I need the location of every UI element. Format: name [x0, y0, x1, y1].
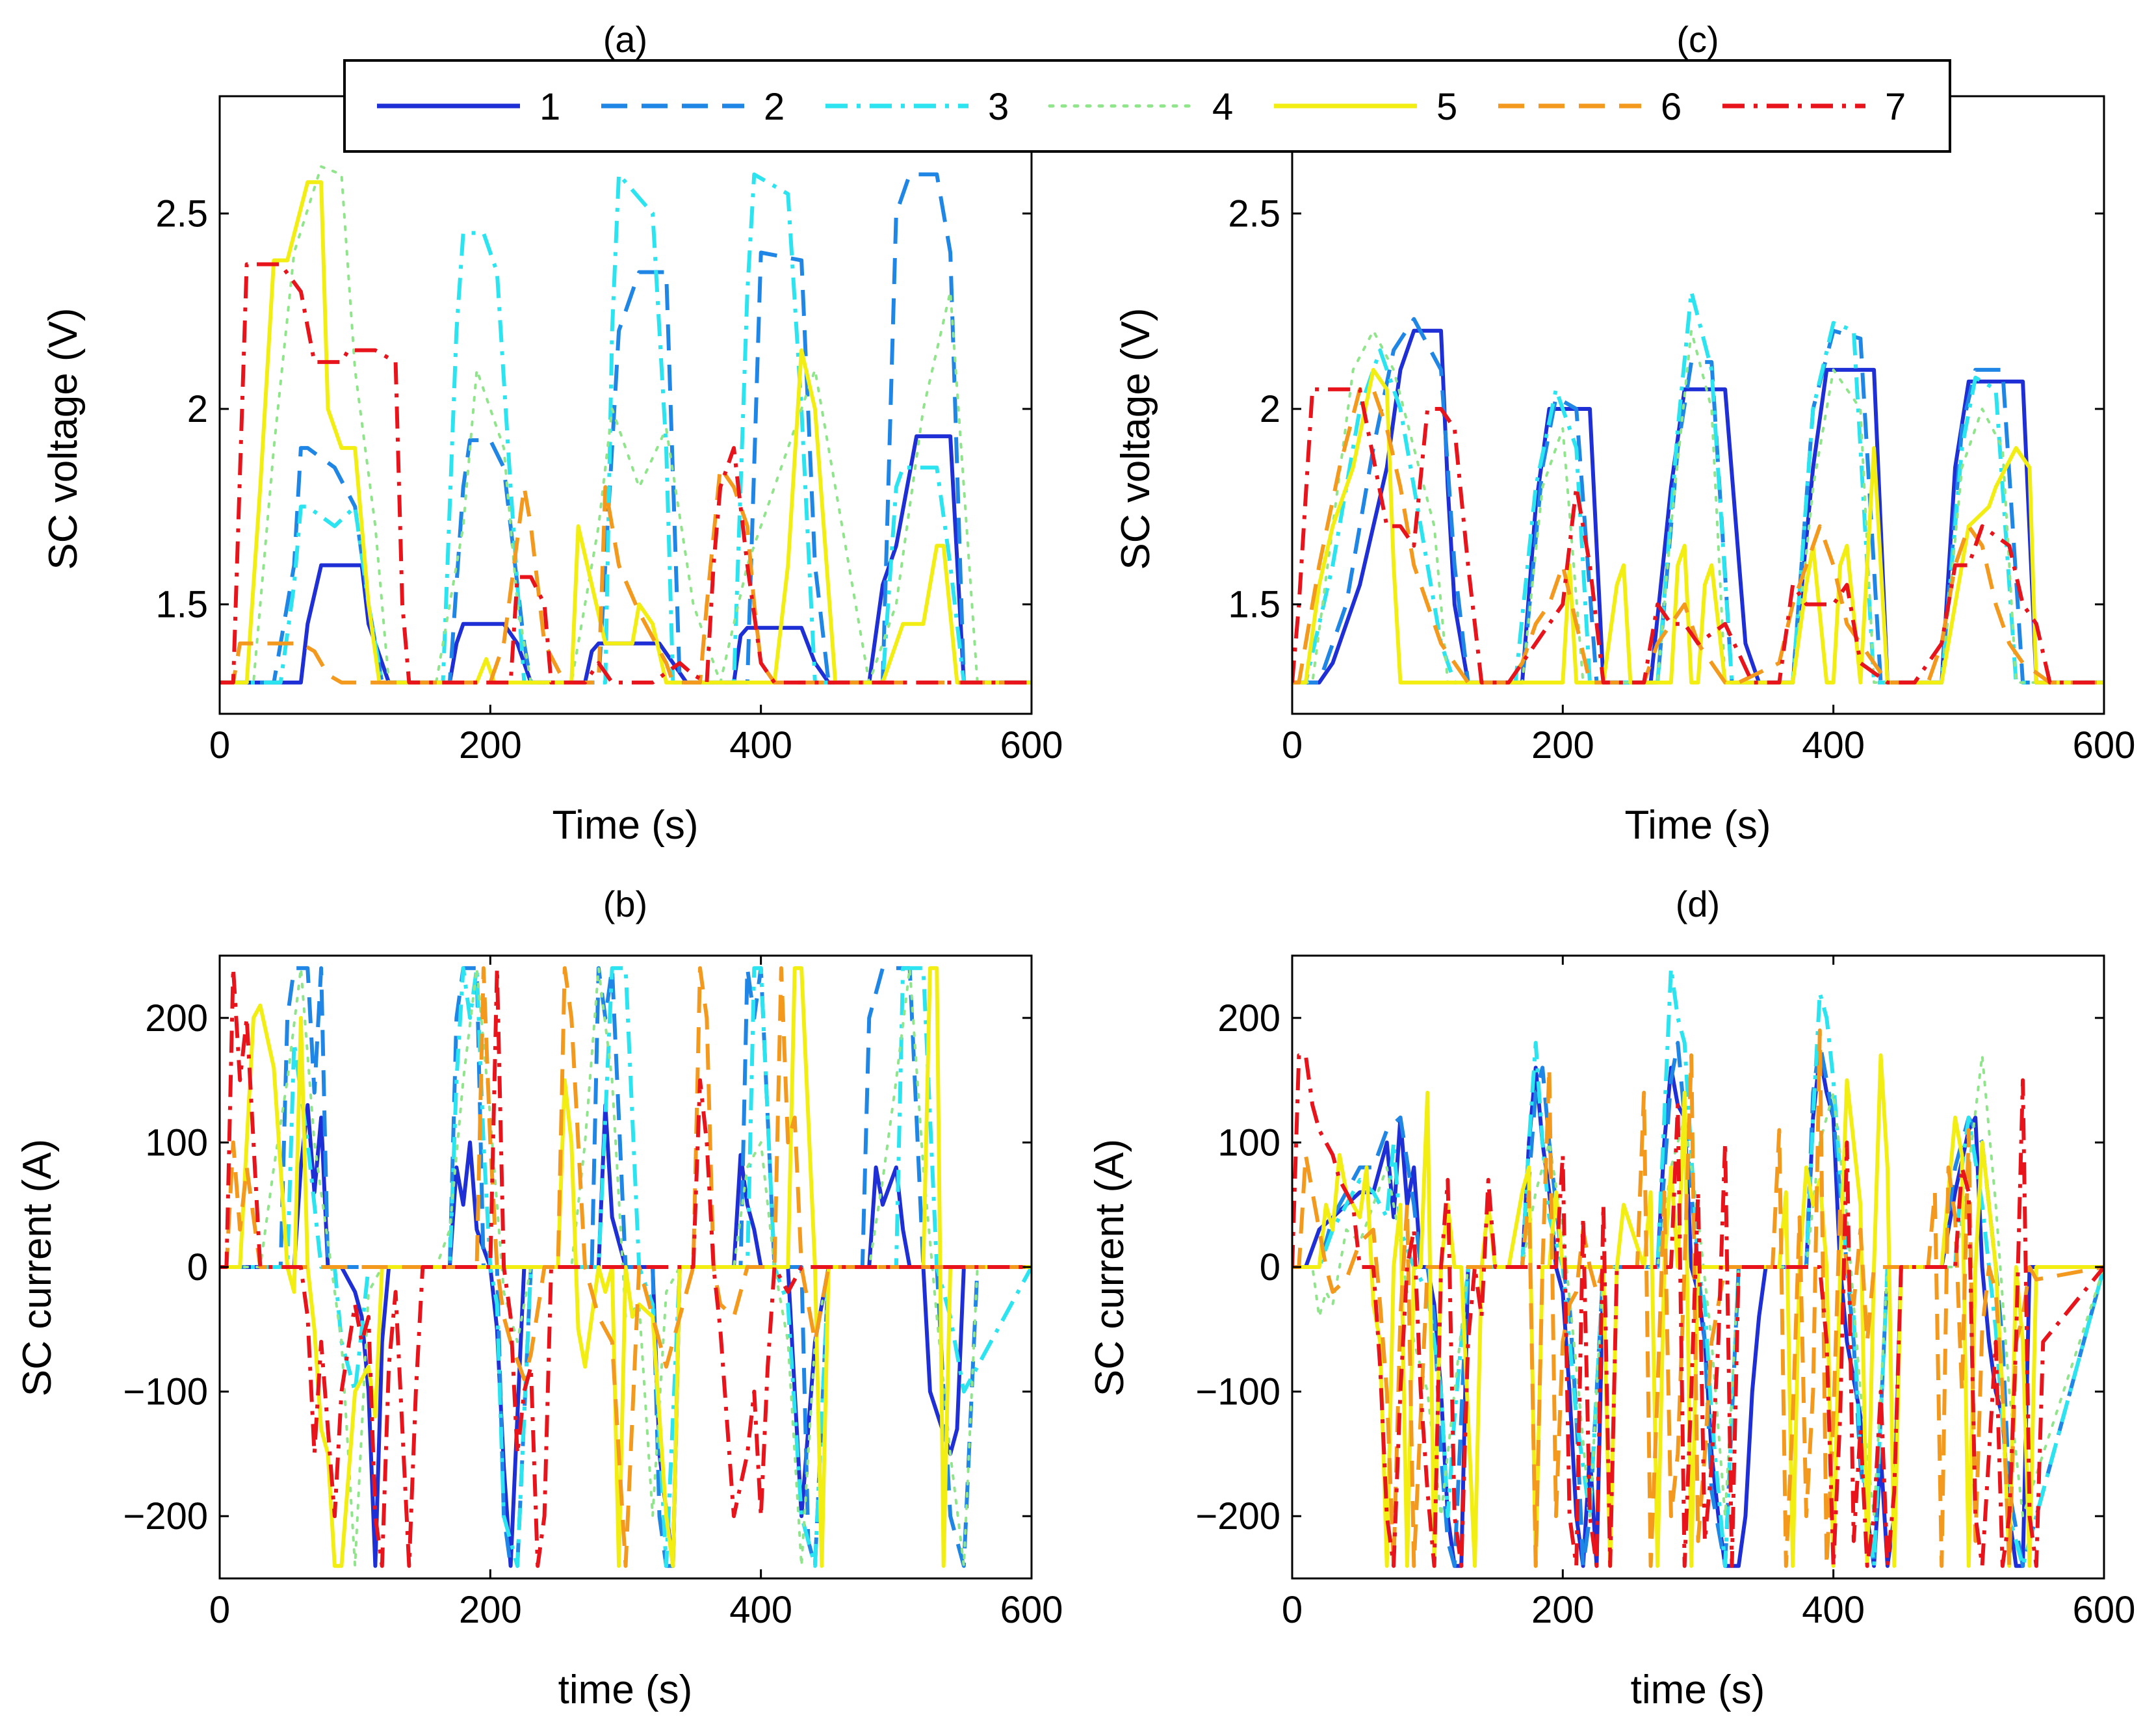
panel-c-ytick-label: 2	[1260, 388, 1280, 430]
panel-d-series-group	[1292, 966, 2104, 1568]
legend-label-4: 4	[1212, 86, 1233, 128]
legend-label-1: 1	[539, 86, 560, 128]
panel-a-series-group	[220, 165, 1032, 685]
panel-c-series-4	[1292, 329, 2104, 684]
legend-entry-5: 5	[1274, 86, 1457, 128]
panel-a-series-5	[220, 180, 1032, 685]
panel-d-xlabel: time (s)	[1631, 1667, 1765, 1712]
panel-b-series-6	[220, 966, 1032, 1568]
panel-a-series-7	[220, 262, 1032, 685]
panel-c-plot-area: 0 200 400 600 1.5 2 2.5	[1228, 95, 2136, 766]
panel-c-xlabel: Time (s)	[1625, 803, 1771, 848]
panel-a-series-2	[220, 172, 1032, 685]
panel-d-xtick-label: 600	[2073, 1589, 2136, 1631]
panel-a-ylabel: SC voltage (V)	[41, 307, 86, 569]
panel-d-series-6	[1292, 1028, 2104, 1568]
panel-b-ytick-label: 100	[145, 1121, 208, 1164]
panel-d-ytick-label: −200	[1195, 1495, 1280, 1537]
panel-a-xtick-label: 200	[459, 724, 522, 766]
panel-c-ytick-label: 1.5	[1228, 584, 1280, 626]
panel-a-xtick-label: 0	[209, 724, 230, 766]
panel-c-series-7	[1292, 387, 2104, 685]
panel-b-series-1	[220, 1103, 1032, 1568]
panel-b-ytick-label: 200	[145, 997, 208, 1040]
panel-c-title: (c)	[1676, 19, 1719, 60]
panel-c-series-group	[1292, 289, 2104, 685]
panel-c-xtick-label: 600	[2073, 724, 2136, 766]
panel-d-series-7	[1292, 1053, 2104, 1568]
panel-b-title: (b)	[603, 883, 647, 924]
panel-d-ytick-label: −100	[1195, 1371, 1280, 1413]
legend-label-7: 7	[1885, 86, 1906, 128]
legend-label-6: 6	[1661, 86, 1682, 128]
panel-c-xtick-label: 200	[1531, 724, 1594, 766]
panel-d-xtick-label: 0	[1282, 1589, 1303, 1631]
panel-a-voltage: (a) Time (s) SC voltage (V) 0 200 400 600 1.…	[41, 19, 1063, 848]
panel-d-plot-area: 0 200 400 600 −200 −100 0 100 200	[1195, 954, 2136, 1631]
panel-b-series-7	[220, 966, 1032, 1568]
legend-label-5: 5	[1436, 86, 1457, 128]
panel-d-title: (d)	[1676, 883, 1720, 924]
legend-entry-6: 6	[1498, 86, 1682, 128]
panel-c-ytick-label: 2.5	[1228, 192, 1280, 235]
panel-b-series-group	[220, 966, 1032, 1568]
panel-b-ytick-label: −100	[123, 1371, 208, 1413]
panel-a-ytick-label: 2	[187, 388, 208, 430]
legend-entry-7: 7	[1722, 86, 1906, 128]
legend-entry-2: 2	[601, 86, 785, 128]
legend-label-2: 2	[764, 86, 785, 128]
panel-a-ytick-label: 2.5	[155, 192, 208, 235]
legend-entry-1: 1	[377, 86, 560, 128]
panel-b-xtick-label: 400	[729, 1589, 792, 1631]
panel-b-ytick-label: −200	[123, 1495, 208, 1537]
panel-c-voltage: (c) Time (s) SC voltage (V) 0 200 400 600 1.…	[1113, 19, 2135, 848]
panel-a-series-3	[220, 172, 1032, 685]
panel-b-xlabel: time (s)	[558, 1667, 693, 1712]
panel-b-xtick-label: 0	[209, 1589, 230, 1631]
panel-d-ytick-label: 200	[1217, 997, 1280, 1040]
legend-entry-4: 4	[1048, 86, 1233, 128]
panel-c-xtick-label: 400	[1802, 724, 1865, 766]
panel-d-ytick-label: 100	[1217, 1121, 1280, 1164]
panel-d-ylabel: SC current (A)	[1087, 1139, 1132, 1396]
panel-b-xtick-label: 200	[459, 1589, 522, 1631]
panel-d-xtick-label: 200	[1531, 1589, 1594, 1631]
panel-b-plot-area: 0 200 400 600 −200 −100 0 100 200	[123, 954, 1063, 1631]
panel-b-ylabel: SC current (A)	[15, 1139, 60, 1396]
panel-b-current: (b) time (s) SC current (A) 0 200 400 600 −2…	[15, 883, 1063, 1712]
panel-b-xtick-label: 600	[1000, 1589, 1063, 1631]
panel-d-current: (d) time (s) SC current (A) 0 200 400 600 −2…	[1087, 883, 2135, 1712]
panel-a-xtick-label: 400	[729, 724, 792, 766]
legend-entries: 1 2 3 4 5 6 7	[377, 86, 1906, 128]
panel-a-plot-area: 0 200 400 600 1.5 2 2.5	[155, 95, 1063, 766]
panel-a-xlabel: Time (s)	[552, 803, 699, 848]
panel-c-xtick-label: 0	[1282, 724, 1303, 766]
panel-c-series-3	[1292, 289, 2104, 685]
panel-c-ylabel: SC voltage (V)	[1113, 307, 1158, 569]
panel-b-ytick-label: 0	[187, 1246, 208, 1288]
legend-label-3: 3	[988, 86, 1009, 128]
panel-d-xtick-label: 400	[1802, 1589, 1865, 1631]
panel-c-series-5	[1292, 367, 2104, 685]
panel-a-ytick-label: 1.5	[155, 584, 208, 626]
legend: 1 2 3 4 5 6 7	[343, 59, 1951, 153]
panel-b-series-5	[220, 966, 1032, 1568]
panel-a-xtick-label: 600	[1000, 724, 1063, 766]
panel-a-title: (a)	[603, 19, 647, 60]
legend-entry-3: 3	[825, 86, 1009, 128]
panel-b-series-4	[220, 967, 1032, 1567]
panel-d-ytick-label: 0	[1260, 1246, 1280, 1288]
